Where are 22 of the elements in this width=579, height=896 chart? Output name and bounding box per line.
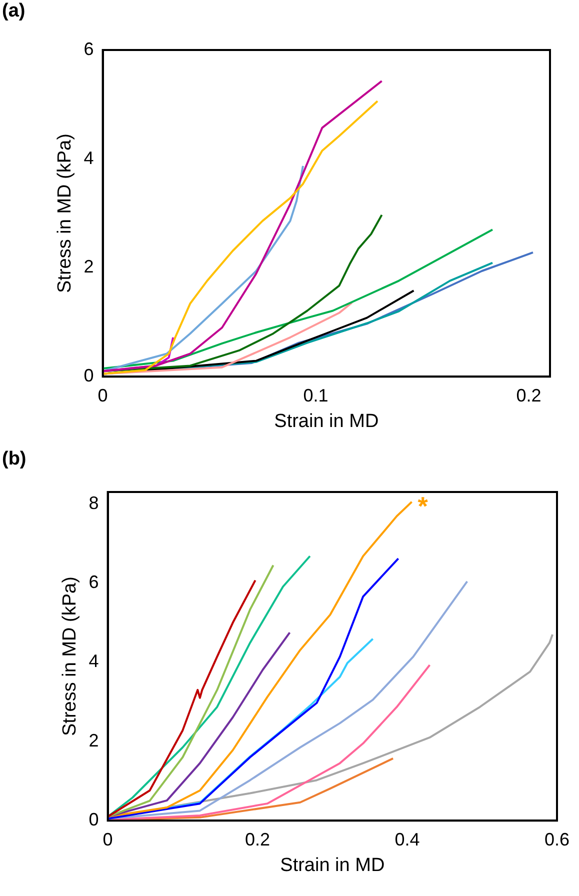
text: (a) xyxy=(2,0,26,22)
y-tick-label: 4 xyxy=(88,651,99,672)
y-tick-label: 0 xyxy=(84,366,94,386)
y-tick-label: 2 xyxy=(84,256,94,277)
y-tick-label: 2 xyxy=(88,730,99,750)
y-axis-title: Stress in MD (kPa) xyxy=(60,576,81,736)
x-tick-label: 0.2 xyxy=(516,385,542,406)
x-tick-label: 0.2 xyxy=(245,829,270,850)
y-tick-label: 4 xyxy=(84,148,94,168)
y-tick-label: 6 xyxy=(84,38,94,59)
y-tick-label: 0 xyxy=(88,810,99,830)
x-tick-label: 0.1 xyxy=(303,385,328,406)
x-axis-title: Strain in MD xyxy=(280,854,385,876)
y-tick-label: 8 xyxy=(88,492,99,513)
text: (b) xyxy=(2,448,26,470)
x-tick-label: 0.6 xyxy=(544,829,570,850)
y-tick-label: 6 xyxy=(88,572,99,592)
annotation: * xyxy=(418,491,429,522)
y-axis-title: Stress in MD (kPa) xyxy=(54,134,76,294)
x-tick-label: 0.4 xyxy=(394,829,420,850)
x-tick-label: 0 xyxy=(102,829,113,850)
x-axis-title: Strain in MD xyxy=(274,410,379,432)
